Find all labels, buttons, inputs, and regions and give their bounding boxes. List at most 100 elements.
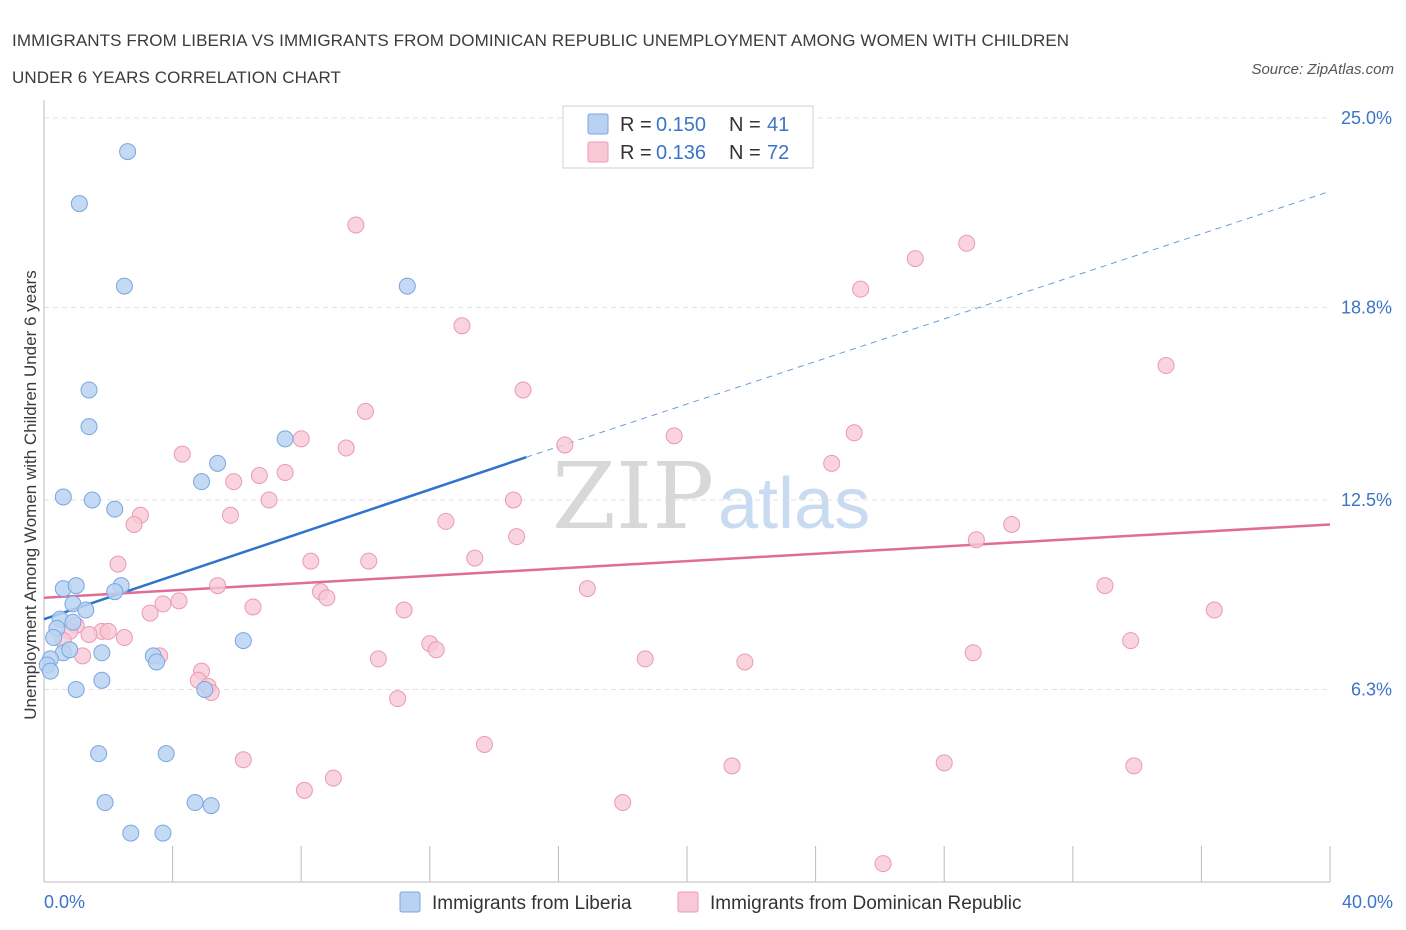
y-tick-label: 18.8%: [1341, 297, 1392, 317]
point-liberia: [234, 632, 252, 650]
point-dominican-republic: [250, 467, 268, 485]
x-tick-label: 0.0%: [44, 892, 85, 912]
point-liberia: [119, 143, 137, 161]
point-liberia: [80, 381, 98, 399]
point-dominican-republic: [466, 549, 484, 567]
point-dominican-republic: [234, 751, 252, 769]
point-dominican-republic: [1205, 601, 1223, 619]
point-dominican-republic: [395, 601, 413, 619]
legend-n-value-2: 72: [767, 142, 789, 164]
point-dominican-republic: [141, 604, 159, 622]
point-liberia: [77, 601, 95, 619]
point-liberia: [54, 488, 72, 506]
point-liberia: [93, 644, 111, 662]
point-liberia: [83, 491, 101, 509]
point-dominican-republic: [874, 855, 892, 873]
point-dominican-republic: [244, 598, 262, 616]
point-dominican-republic: [845, 424, 863, 442]
point-dominican-republic: [906, 250, 924, 268]
point-liberia: [41, 662, 59, 680]
point-liberia: [67, 577, 85, 595]
y-tick-label: 12.5%: [1341, 490, 1392, 510]
point-liberia: [106, 500, 124, 518]
point-dominican-republic: [80, 625, 98, 643]
point-liberia: [196, 680, 214, 698]
point-dominican-republic: [225, 473, 243, 491]
point-liberia: [67, 680, 85, 698]
point-dominican-republic: [967, 531, 985, 549]
point-dominican-republic: [475, 735, 493, 753]
point-dominican-republic: [173, 445, 191, 463]
legend-n-label-2: N =: [729, 142, 761, 164]
point-liberia: [148, 653, 166, 671]
point-liberia: [209, 454, 227, 472]
point-liberia: [70, 195, 88, 213]
point-liberia: [106, 583, 124, 601]
point-dominican-republic: [614, 794, 632, 812]
chart-title: IMMIGRANTS FROM LIBERIA VS IMMIGRANTS FR…: [12, 22, 1069, 96]
axes: [43, 100, 1331, 883]
point-dominican-republic: [389, 690, 407, 708]
bottom-legend-swatch-dr: [677, 891, 699, 913]
bottom-legend-liberia: Immigrants from Liberia: [432, 893, 632, 914]
point-dominican-republic: [665, 427, 683, 445]
point-dominican-republic: [723, 757, 741, 775]
point-dominican-republic: [260, 491, 278, 509]
point-dominican-republic: [1157, 357, 1175, 375]
point-liberia: [398, 277, 416, 295]
point-dominican-republic: [504, 491, 522, 509]
point-dominican-republic: [209, 577, 227, 595]
point-dominican-republic: [514, 381, 532, 399]
point-liberia: [202, 797, 220, 815]
x-tick-label: 40.0%: [1342, 892, 1393, 912]
legend-r-value-1: 0.150: [656, 114, 706, 136]
point-liberia: [193, 473, 211, 491]
point-dominican-republic: [154, 595, 172, 613]
point-dominican-republic: [292, 430, 310, 448]
point-dominican-republic: [453, 317, 471, 335]
point-dominican-republic: [369, 650, 387, 668]
legend-box: R = 0.150 N = 41 R = 0.136 N = 72: [562, 105, 814, 169]
point-liberia: [115, 277, 133, 295]
point-dominican-republic: [508, 528, 526, 546]
point-dominican-republic: [823, 454, 841, 472]
bottom-legend-swatch-liberia: [399, 891, 421, 913]
point-dominican-republic: [958, 234, 976, 252]
legend-n-label-1: N =: [729, 114, 761, 136]
point-dominican-republic: [1125, 757, 1143, 775]
point-dominican-republic: [427, 641, 445, 659]
point-dominican-republic: [1003, 515, 1021, 533]
y-tick-label: 6.3%: [1351, 679, 1392, 699]
point-dominican-republic: [295, 781, 313, 799]
point-liberia: [96, 794, 114, 812]
point-liberia: [45, 629, 63, 647]
point-liberia: [61, 641, 79, 659]
bottom-legend: Immigrants from Liberia Immigrants from …: [399, 891, 1022, 914]
watermark-atlas: atlas: [718, 464, 870, 544]
point-dominican-republic: [115, 629, 133, 647]
point-dominican-republic: [302, 552, 320, 570]
trend-line-dominican-republic: [43, 523, 1331, 600]
point-dominican-republic: [324, 769, 342, 787]
point-liberia: [93, 671, 111, 689]
point-liberia: [186, 794, 204, 812]
point-dominican-republic: [109, 555, 127, 573]
point-dominican-republic: [437, 512, 455, 530]
point-dominican-republic: [99, 622, 117, 640]
chart-title-line2: UNDER 6 YEARS CORRELATION CHART: [12, 68, 341, 87]
legend-swatch-dr: [587, 141, 609, 163]
point-dominican-republic: [636, 650, 654, 668]
point-dominican-republic: [318, 589, 336, 607]
legend-n-value-1: 41: [767, 114, 789, 136]
point-dominican-republic: [276, 463, 294, 481]
point-dominican-republic: [1122, 632, 1140, 650]
legend-r-label-2: R =: [620, 142, 652, 164]
y-tick-label: 25.0%: [1341, 108, 1392, 128]
point-dominican-republic: [357, 402, 374, 420]
point-dominican-republic: [852, 280, 870, 298]
tick-labels: 6.3% 12.5% 18.8% 25.0% 0.0% 40.0%: [44, 108, 1393, 912]
point-dominican-republic: [170, 592, 188, 610]
point-dominican-republic: [964, 644, 982, 662]
y-axis-title: Unemployment Among Women with Children U…: [21, 270, 40, 719]
